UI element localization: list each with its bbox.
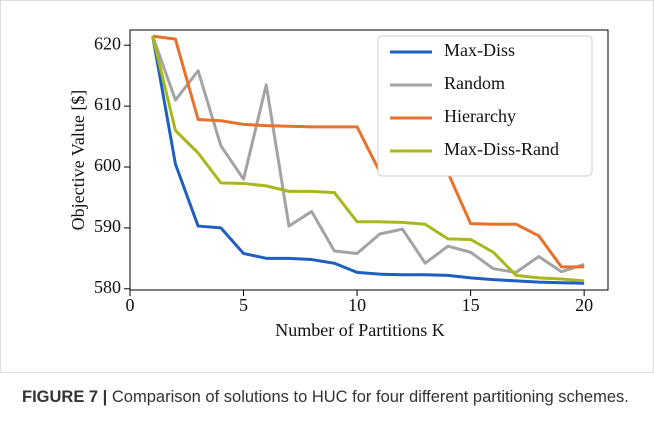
caption-text: Comparison of solutions to HUC for four … <box>111 388 629 406</box>
x-tick-label: 20 <box>575 295 593 315</box>
series-line <box>151 35 585 283</box>
y-axis-label: Objective Value [$] <box>68 90 88 231</box>
legend-label: Random <box>444 73 505 93</box>
legend-label: Hierarchy <box>444 106 516 126</box>
y-tick-label: 620 <box>94 33 121 53</box>
series-line <box>151 35 585 285</box>
caption: FIGURE 7 | Comparison of solutions to HU… <box>22 386 632 409</box>
x-tick-label: 10 <box>348 295 366 315</box>
y-tick-label: 600 <box>94 155 121 175</box>
y-tick-label: 580 <box>94 277 121 297</box>
caption-label: FIGURE 7 | <box>22 388 108 406</box>
y-tick-label: 590 <box>94 216 121 236</box>
series-line <box>152 34 585 269</box>
y-tick-label: 610 <box>94 94 121 114</box>
legend-label: Max-Diss <box>444 40 515 60</box>
legend-box <box>377 35 593 177</box>
x-axis-label: Number of Partitions K <box>275 320 444 340</box>
legend-label: Max-Diss-Rand <box>444 139 559 159</box>
chart: Number of Partitions K Objective Value [… <box>0 0 654 373</box>
x-tick-label: 15 <box>462 295 480 315</box>
x-tick-label: 5 <box>239 295 248 315</box>
plot-frame <box>129 29 609 291</box>
x-tick-label: 0 <box>126 295 135 315</box>
